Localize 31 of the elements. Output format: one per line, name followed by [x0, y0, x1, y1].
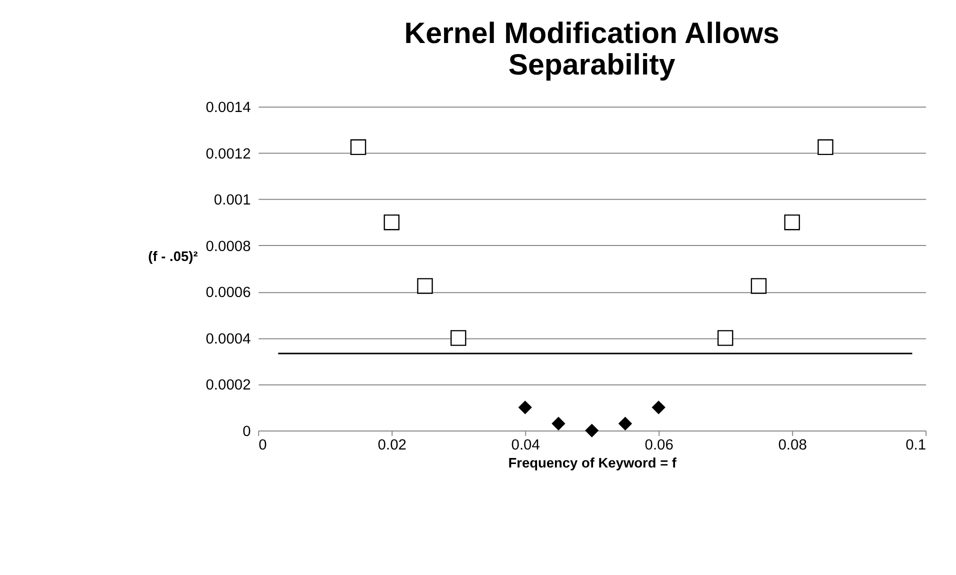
point [552, 417, 566, 430]
y-tick-label: 0.0006 [206, 285, 251, 302]
text: Separability [508, 48, 676, 82]
point [717, 330, 734, 346]
x-tick-label: 0.04 [511, 438, 540, 454]
point [585, 424, 598, 438]
point [784, 214, 800, 230]
x-axis-title: Frequency of Keyword = f [508, 455, 677, 470]
point [450, 330, 466, 346]
point [417, 278, 433, 294]
x-tick-label: 0.08 [778, 438, 807, 454]
y-tick-label: 0.001 [214, 192, 251, 209]
y-tick-label: 0 [242, 424, 251, 440]
point [652, 400, 666, 414]
point [518, 400, 532, 414]
x-tick-label: 0 [258, 438, 267, 454]
point [618, 417, 632, 430]
y-axis-title: (f - .05)² [148, 249, 198, 264]
x-tick-label: 0.06 [644, 438, 674, 454]
x-tick-label: 0.02 [378, 438, 406, 454]
y-tick-label: 0.0008 [206, 238, 251, 255]
text: Kernel Modification Allows [404, 16, 780, 50]
y-tick-label: 0.0012 [206, 146, 251, 162]
point [384, 214, 400, 230]
y-tick-label: 0.0002 [206, 378, 251, 394]
point [350, 139, 366, 155]
x-tick-label: 0.1 [906, 438, 926, 454]
y-tick-label: 0.0004 [206, 331, 251, 348]
point [818, 139, 834, 155]
y-tick-label: 0.0014 [206, 100, 251, 116]
point [750, 278, 767, 294]
